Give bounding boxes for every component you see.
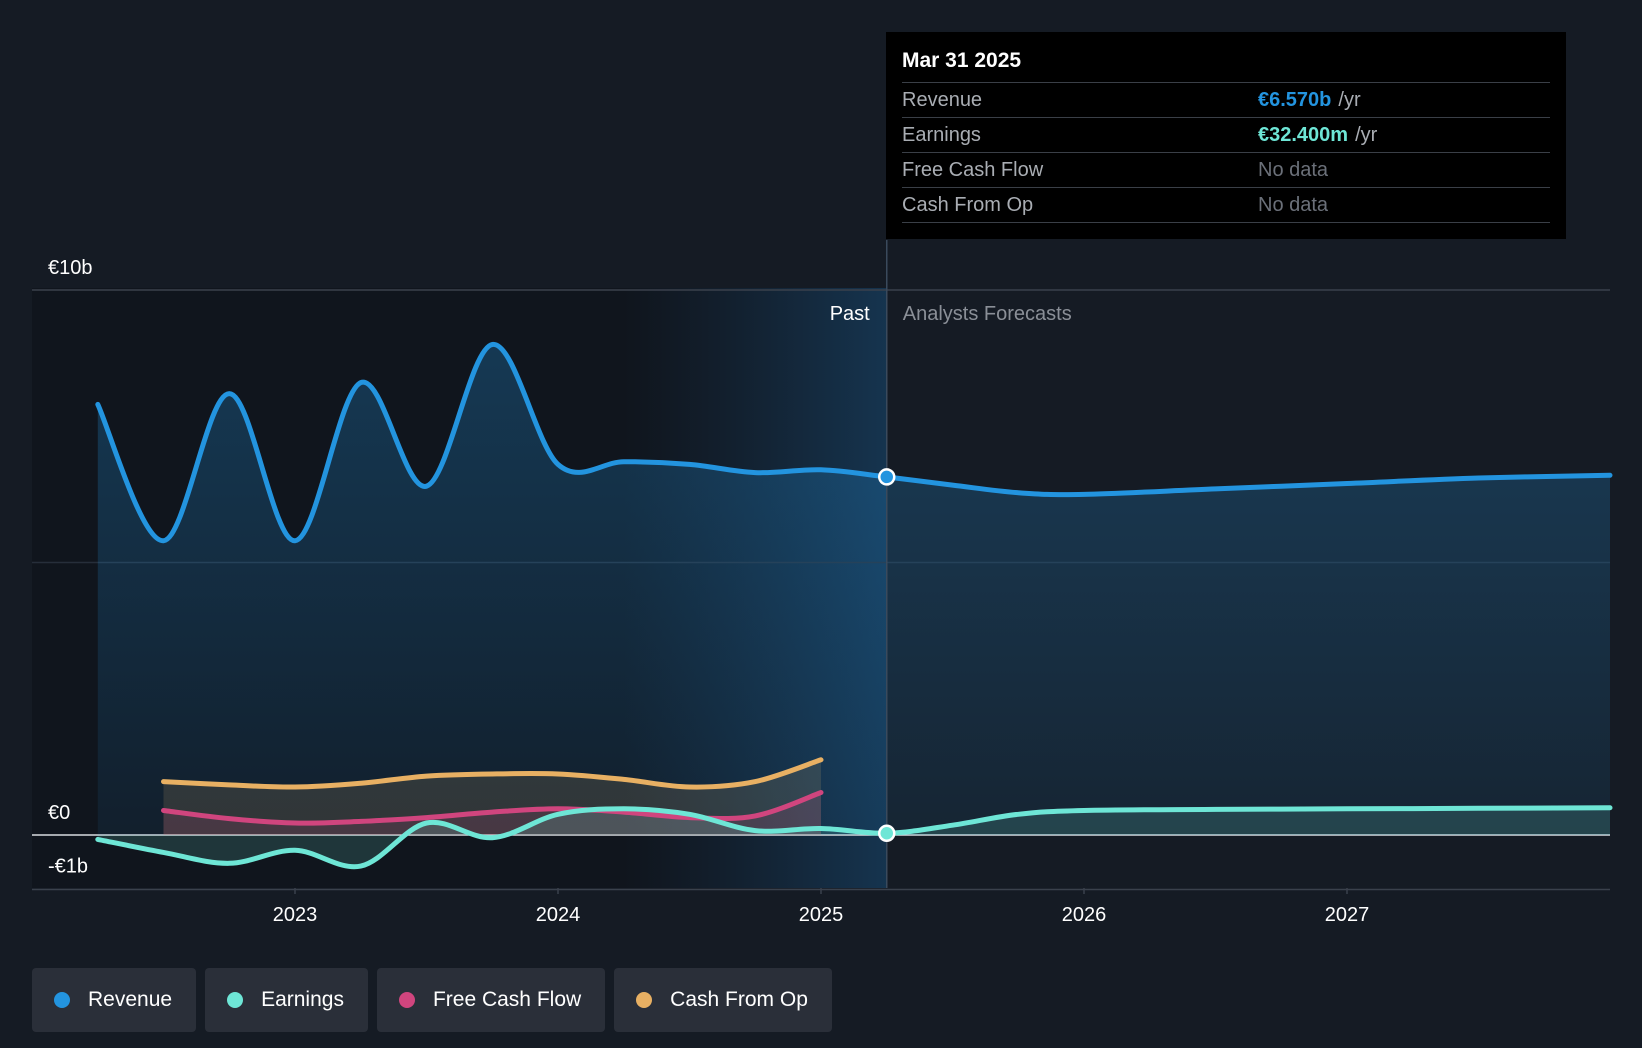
x-tick-label: 2027 xyxy=(1325,904,1370,926)
tooltip-row-value: €6.570b xyxy=(1258,88,1332,111)
tooltip-row-unit: /yr xyxy=(1338,88,1361,111)
y-axis-labels: €10b €0 -€1b xyxy=(48,257,93,878)
tooltip-row-value: No data xyxy=(1258,193,1329,216)
revenue-marker xyxy=(878,468,896,486)
tooltip-row-free-cash-flow: Free Cash Flow No data xyxy=(902,152,1550,187)
legend-label: Cash From Op xyxy=(670,988,808,1011)
tooltip-row-value: No data xyxy=(1258,158,1329,181)
hover-markers xyxy=(878,468,896,843)
revenue-area xyxy=(97,344,1610,835)
y-tick-label: €0 xyxy=(48,802,70,824)
earnings-line xyxy=(95,805,1613,870)
forecast-label: Analysts Forecasts xyxy=(903,303,1072,325)
legend-label: Earnings xyxy=(261,988,344,1011)
revenue-dot-icon xyxy=(54,992,70,1008)
x-tick-label: 2024 xyxy=(536,904,581,926)
revenue-line xyxy=(95,342,1613,544)
x-tick-label: 2026 xyxy=(1062,904,1107,926)
earnings-dot-icon xyxy=(227,992,244,1008)
tooltip-row-unit: /yr xyxy=(1355,123,1378,146)
x-axis-labels: 2023 2024 2025 2026 2027 xyxy=(273,888,1370,926)
x-tick-label: 2023 xyxy=(273,904,318,926)
legend-item-revenue[interactable]: Revenue xyxy=(32,968,197,1032)
x-tick-label: 2025 xyxy=(799,904,844,926)
free-cash-flow-dot-icon xyxy=(398,992,415,1008)
tooltip-row-label: Cash From Op xyxy=(902,193,1034,216)
tooltip-row-cash-from-op: Cash From Op No data xyxy=(902,187,1550,223)
past-label: Past xyxy=(830,303,870,325)
tooltip-row-revenue: Revenue €6.570b /yr xyxy=(902,82,1550,117)
series-lines xyxy=(95,342,1613,870)
tooltip-row-value: €32.400m xyxy=(1258,123,1349,146)
legend-item-earnings[interactable]: Earnings xyxy=(205,968,368,1032)
tooltip-row-earnings: Earnings €32.400m /yr xyxy=(902,117,1550,152)
tooltip-row-label: Free Cash Flow xyxy=(902,158,1044,181)
tooltip: Mar 31 2025 Revenue €6.570b /yr Earnings… xyxy=(886,32,1566,239)
tooltip-row-label: Earnings xyxy=(902,123,981,146)
earnings-area xyxy=(97,807,1610,867)
legend: Revenue Earnings Free Cash Flow Cash Fro… xyxy=(32,968,832,1032)
cash-from-op-dot-icon xyxy=(636,992,653,1008)
tooltip-row-label: Revenue xyxy=(902,88,983,111)
earnings-marker xyxy=(878,824,896,843)
legend-item-free-cash-flow[interactable]: Free Cash Flow xyxy=(376,968,606,1032)
legend-label: Free Cash Flow xyxy=(432,988,582,1011)
y-tick-label: €10b xyxy=(48,257,93,279)
cash-from-op-line xyxy=(161,757,824,790)
y-tick-label: -€1b xyxy=(48,856,88,878)
legend-item-cash-from-op[interactable]: Cash From Op xyxy=(614,968,832,1032)
legend-label: Revenue xyxy=(88,988,173,1011)
tooltip-date: Mar 31 2025 xyxy=(902,49,1022,72)
